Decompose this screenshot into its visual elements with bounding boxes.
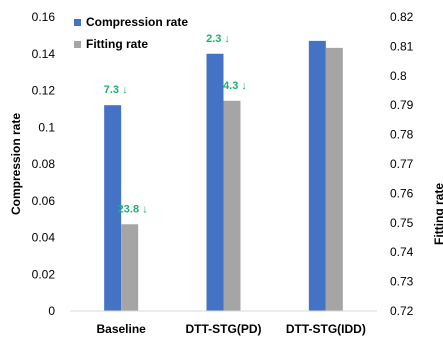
y-right-tick-label: 0.75 [390, 216, 414, 230]
bar-compression [308, 40, 326, 311]
y-right-tick-label: 0.8 [390, 69, 407, 83]
y-left-tick-label: 0.14 [32, 47, 56, 61]
y-left-tick-label: 0.1 [38, 120, 55, 134]
y-left-tick-label: 0.12 [32, 84, 56, 98]
y-right-tick-label: 0.72 [390, 304, 414, 318]
y-left-tick-label: 0.04 [32, 231, 56, 245]
annotation-label: 4.3 ↓ [223, 80, 247, 92]
legend-swatch-fitting [74, 41, 81, 48]
bar-fitting [121, 224, 139, 311]
y-right-tick-label: 0.79 [390, 98, 414, 112]
bar-fitting [223, 100, 241, 311]
y-left-tick-label: 0.08 [32, 157, 56, 171]
x-tick-label: DTT-STG(IDD) [286, 322, 366, 336]
y-right-tick-label: 0.73 [390, 275, 414, 289]
bar-fitting [325, 47, 343, 312]
legend-label: Compression rate [86, 15, 188, 29]
y-right-tick-label: 0.81 [390, 39, 414, 53]
y-right-tick-label: 0.77 [390, 157, 414, 171]
annotation-label: 2.3 ↓ [206, 33, 230, 45]
x-tick-label: DTT-STG(PD) [186, 322, 262, 336]
y-left-tick-label: 0.02 [32, 267, 56, 281]
y-right-tick-label: 0.76 [390, 186, 414, 200]
y-right-axis-title: Fitting rate [432, 183, 443, 245]
y-left-axis-title: Compression rate [9, 113, 23, 215]
legend-swatch-compression [74, 19, 81, 26]
annotation-label: 7.3 ↓ [104, 84, 128, 96]
y-left-tick-label: 0.16 [32, 10, 56, 24]
y-right-tick-label: 0.82 [390, 10, 414, 24]
y-right-tick-label: 0.74 [390, 245, 414, 259]
y-left-tick-label: 0 [48, 304, 55, 318]
bar-compression [206, 53, 224, 311]
y-left-tick-label: 0.06 [32, 194, 56, 208]
annotation-label: 23.8 ↓ [118, 203, 148, 215]
y-right-tick-label: 0.78 [390, 128, 414, 142]
legend-label: Fitting rate [86, 37, 148, 51]
bar-compression [104, 105, 122, 311]
x-tick-label: Baseline [96, 322, 146, 336]
